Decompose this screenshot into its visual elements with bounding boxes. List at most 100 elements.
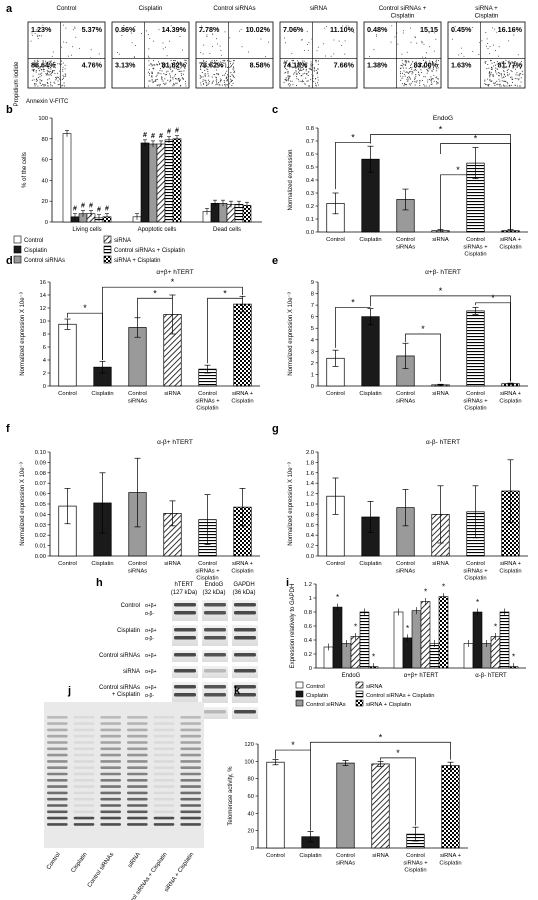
flow-event — [499, 62, 501, 64]
flow-event — [54, 82, 56, 84]
flow-event — [232, 82, 234, 85]
flow-event — [463, 55, 465, 57]
flow-events — [283, 25, 355, 87]
flow-event — [212, 81, 214, 83]
y-tick-label: 20 — [42, 199, 48, 205]
flow-event — [437, 78, 439, 80]
flow-plot: Cisplatin 0.86% 14.39% 3.13% 81.62% — [111, 5, 190, 89]
flow-event — [511, 84, 513, 86]
flow-event — [182, 77, 184, 80]
y-tick-label: 1.2 — [306, 492, 314, 498]
flow-event — [451, 38, 453, 40]
flow-event — [519, 68, 521, 70]
y-tick-label: 80 — [42, 137, 48, 143]
gel-band — [73, 816, 95, 820]
flow-event — [232, 68, 234, 70]
gel-band — [153, 734, 175, 738]
significance-bracket — [137, 297, 173, 318]
quadrant-lower-right: 8.58% — [250, 60, 271, 69]
x-tick-label: Control — [326, 391, 345, 397]
flow-event — [169, 67, 171, 69]
flow-event — [304, 72, 306, 74]
quadrant-lower-right: 81.62% — [162, 60, 187, 69]
flow-event — [222, 74, 224, 76]
flow-event — [50, 83, 52, 85]
x-tick-label: Control — [336, 853, 355, 859]
flow-event — [427, 67, 429, 69]
flow-event — [182, 73, 184, 75]
flow-event — [429, 67, 431, 69]
gel-band — [100, 797, 121, 801]
flow-event — [494, 70, 496, 72]
flow-event — [296, 78, 298, 80]
gel-band — [47, 747, 68, 751]
hash-mark: # — [89, 203, 93, 210]
y-tick-label: 0.6 — [306, 523, 314, 529]
flow-event — [492, 74, 494, 76]
panel-label-a: a — [6, 3, 13, 15]
flow-event — [215, 38, 217, 40]
flow-event — [417, 71, 420, 73]
x-tick-label: Cisplatin — [464, 252, 486, 258]
hash-mark: # — [159, 133, 163, 140]
x-tick-label: Control — [266, 853, 285, 859]
flow-event — [218, 82, 220, 84]
blot-band — [204, 628, 226, 632]
bar — [371, 763, 390, 849]
flow-event — [49, 73, 51, 75]
flow-event — [174, 73, 177, 76]
flow-event — [403, 73, 405, 75]
flow-event — [64, 64, 66, 66]
flow-event — [154, 79, 156, 81]
flow-event — [43, 70, 45, 72]
legend-swatch — [295, 699, 304, 707]
blot-row-label: + Cisplatin — [112, 692, 140, 698]
flow-event — [426, 52, 428, 54]
flow-event — [509, 64, 511, 66]
chart-b-cell-fractions: % of the cells 0 20 40 60 80 100 # # # # # Living ce… — [22, 116, 262, 233]
flow-event — [75, 36, 77, 38]
flow-event — [32, 70, 34, 72]
flow-event — [316, 73, 318, 75]
blot-band — [174, 669, 196, 673]
flow-event — [200, 82, 202, 84]
significance-star: * — [379, 732, 383, 742]
flow-event — [510, 76, 512, 78]
y-tick-label: 0.02 — [35, 533, 46, 539]
flow-event — [184, 59, 186, 61]
flow-event — [216, 78, 218, 80]
blot-band — [204, 669, 226, 673]
flow-event — [403, 85, 405, 87]
flow-event — [512, 30, 514, 32]
flow-event — [408, 83, 410, 85]
flow-event — [205, 82, 208, 84]
gel-band — [127, 766, 148, 769]
flow-event — [41, 69, 43, 71]
flow-event — [296, 75, 298, 78]
flow-event — [484, 83, 487, 85]
bar — [341, 643, 352, 669]
flow-event — [172, 63, 174, 65]
flow-event — [46, 69, 48, 71]
flow-event — [43, 85, 45, 87]
flow-event — [62, 68, 64, 70]
flow-event — [179, 36, 181, 38]
x-tick-label: siRNA + — [500, 391, 522, 397]
flow-event — [203, 63, 205, 66]
flow-event — [163, 65, 166, 67]
flow-event — [301, 39, 303, 41]
flow-event — [503, 62, 505, 64]
flow-event — [241, 46, 243, 48]
flow-event — [305, 62, 307, 64]
y-tick-label: 1.0 — [306, 502, 314, 508]
flow-event — [496, 73, 498, 75]
flow-event — [208, 75, 210, 77]
flow-event — [373, 49, 375, 51]
flow-event — [56, 76, 58, 78]
flow-event — [353, 31, 355, 33]
flow-event — [308, 67, 310, 69]
flow-event — [289, 84, 292, 86]
flow-event — [165, 73, 168, 75]
gel-band — [73, 728, 95, 732]
x-tick-label: siRNAs — [336, 860, 355, 866]
